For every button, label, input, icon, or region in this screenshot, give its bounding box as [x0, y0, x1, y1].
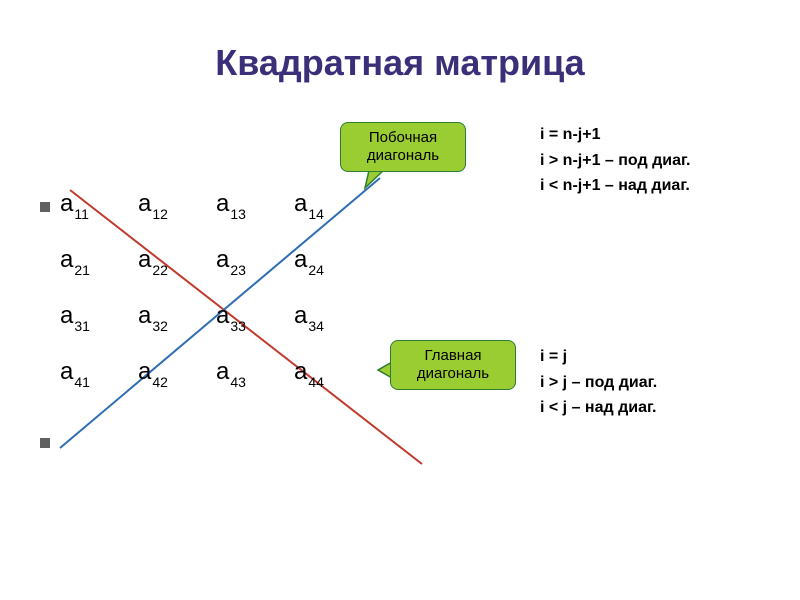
matrix-cell: a22	[138, 246, 216, 274]
matrix-cell: a32	[138, 302, 216, 330]
matrix-cell: a14	[294, 190, 372, 218]
matrix-cell: a41	[60, 358, 138, 386]
callout-main-line1: Главная	[424, 347, 481, 364]
matrix-row: a31a32a33a34	[60, 302, 372, 330]
formula-anti-1: i = n-j+1	[540, 122, 690, 148]
callout-main-line2: диагональ	[417, 365, 489, 382]
matrix-row: a11a12a13a14	[60, 190, 372, 218]
callout-anti-line1: Побочная	[369, 129, 437, 146]
matrix-grid: a11a12a13a14a21a22a23a24a31a32a33a34a41a…	[60, 190, 372, 414]
formula-main-1: i = j	[540, 344, 657, 370]
matrix-row: a41a42a43a44	[60, 358, 372, 386]
formula-main-3: i < j – над диаг.	[540, 395, 657, 421]
matrix-cell: a42	[138, 358, 216, 386]
matrix-cell: a31	[60, 302, 138, 330]
matrix-cell: a13	[216, 190, 294, 218]
matrix-cell: a43	[216, 358, 294, 386]
formulas-main: i = j i > j – под диаг. i < j – над диаг…	[540, 344, 657, 421]
formula-anti-3: i < n-j+1 – над диаг.	[540, 173, 690, 199]
matrix-cell: a24	[294, 246, 372, 274]
matrix-cell: a12	[138, 190, 216, 218]
formulas-anti: i = n-j+1 i > n-j+1 – под диаг. i < n-j+…	[540, 122, 690, 199]
matrix-cell: a21	[60, 246, 138, 274]
callout-anti-line2: диагональ	[367, 147, 439, 164]
formula-anti-2: i > n-j+1 – под диаг.	[540, 148, 690, 174]
callout-anti-diagonal: Побочная диагональ	[340, 122, 466, 172]
page-title: Квадратная матрица	[0, 0, 800, 84]
matrix-cell: a11	[60, 190, 138, 218]
matrix-cell: a44	[294, 358, 372, 386]
matrix-cell: a33	[216, 302, 294, 330]
bullet-2	[40, 438, 50, 448]
callout-main-diagonal: Главная диагональ	[390, 340, 516, 390]
bullet-1	[40, 202, 50, 212]
matrix-cell: a23	[216, 246, 294, 274]
matrix-cell: a34	[294, 302, 372, 330]
formula-main-2: i > j – под диаг.	[540, 370, 657, 396]
matrix-row: a21a22a23a24	[60, 246, 372, 274]
